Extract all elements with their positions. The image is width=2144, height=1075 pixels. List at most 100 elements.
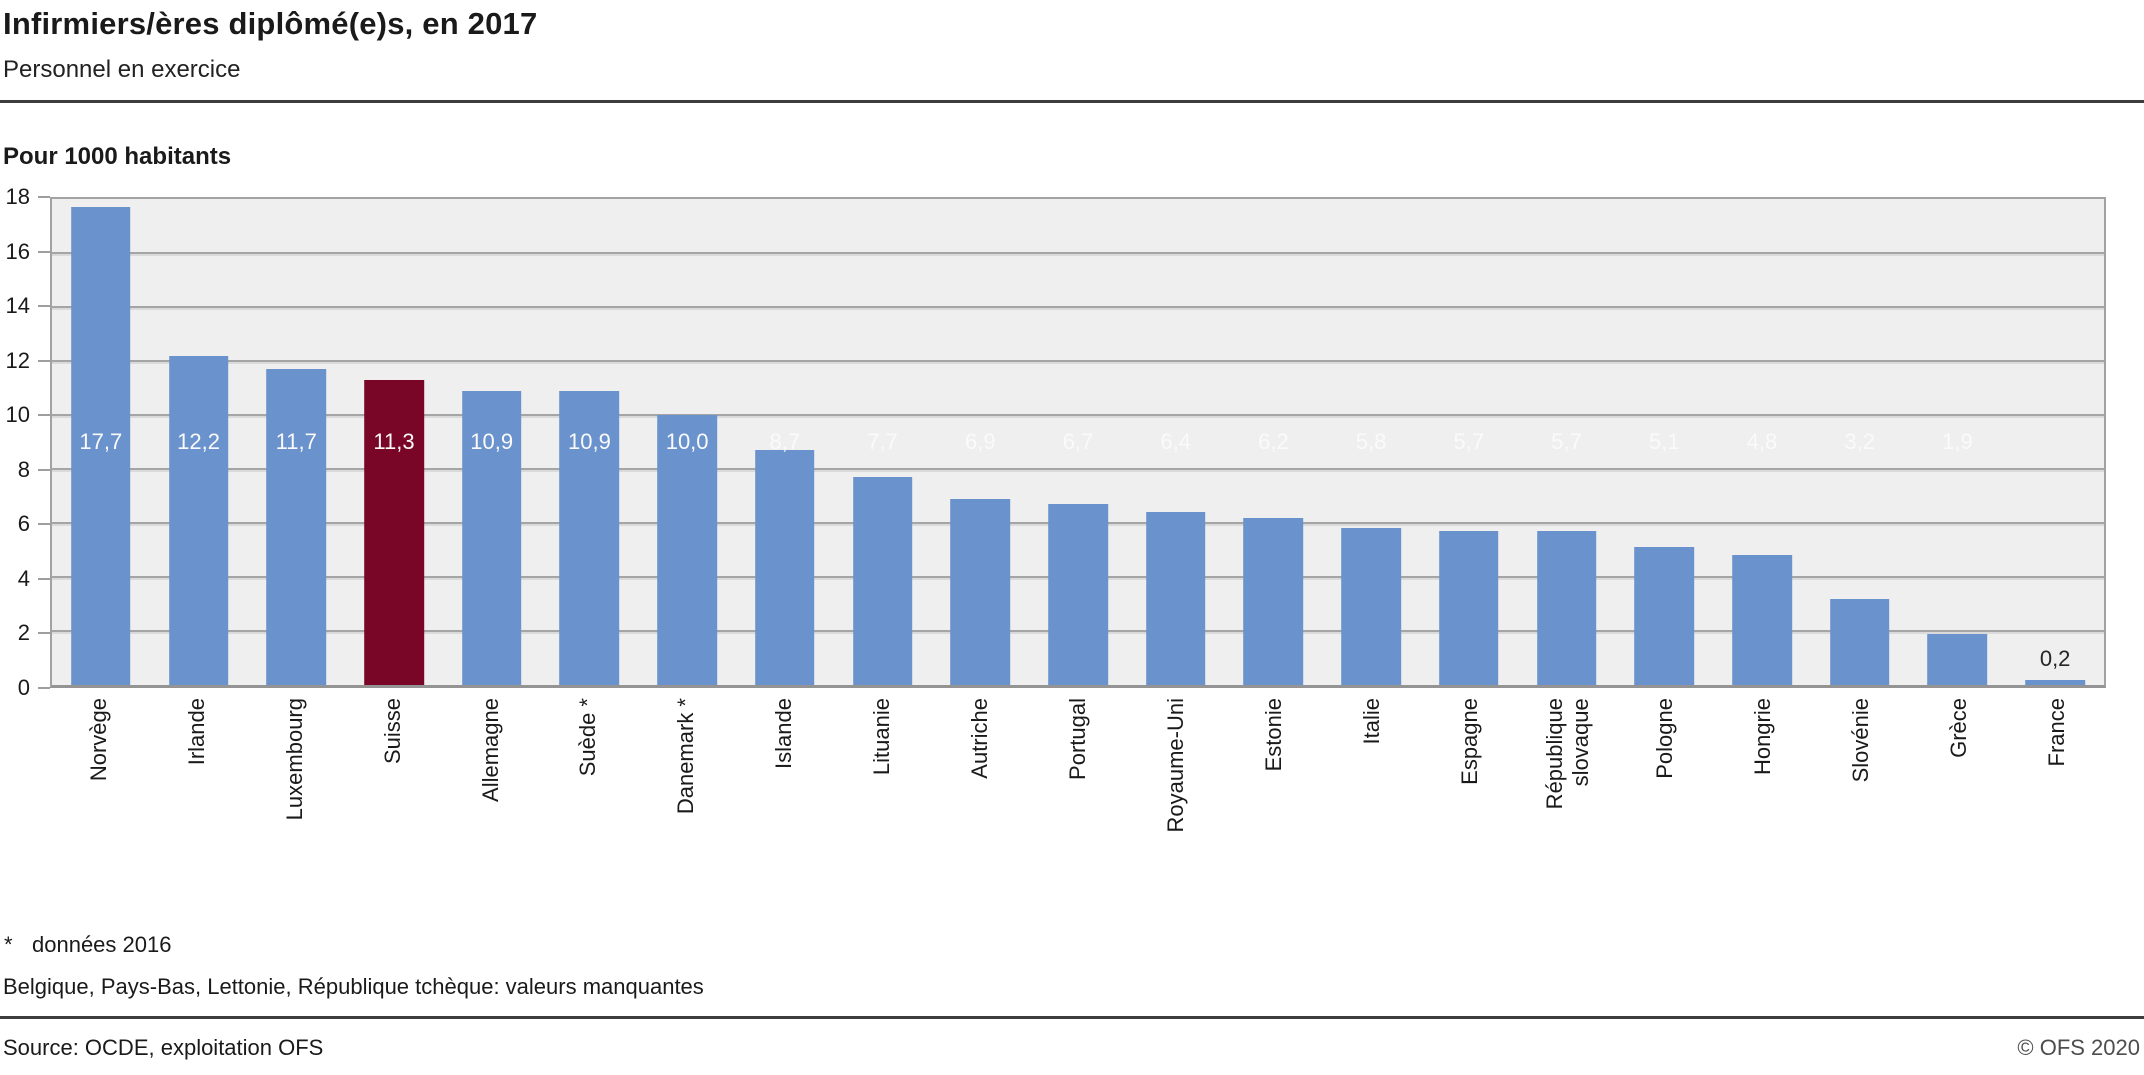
bar-slot: 7,7 [834, 199, 932, 685]
chart-bar [1927, 633, 1988, 685]
bar-value-label: 0,2 [2039, 645, 2071, 671]
x-axis: Norvège Irlande Luxembourg Suisse Allemagne S… [50, 688, 2106, 926]
chart-bar-highlight [364, 379, 424, 685]
chart-bar [950, 498, 1011, 685]
bar-slot: 11,7 [247, 199, 345, 685]
chart-bar [852, 477, 913, 685]
chart-bar [1536, 531, 1597, 685]
chart-bar [461, 390, 522, 685]
y-tick-mark [38, 250, 50, 253]
chart-bar [1732, 555, 1792, 685]
bar-value-label: 6,9 [964, 429, 996, 454]
footer-divider [0, 1016, 2144, 1019]
bar-value-label: 17,7 [79, 429, 123, 454]
y-tick-label: 14 [5, 293, 30, 319]
x-axis-label: Hongrie [1714, 688, 1812, 926]
chart-bar [657, 415, 717, 685]
x-axis-label: Portugal [1029, 688, 1127, 926]
y-tick-mark [38, 632, 50, 635]
y-tick-label: 16 [5, 238, 30, 264]
gridline [52, 252, 2104, 254]
footnote-text-2: Belgique, Pays-Bas, Lettonie, République… [3, 974, 704, 999]
y-tick-label: 10 [5, 402, 30, 428]
x-axis-label-text: Espagne [1456, 698, 1482, 785]
bar-slot: 1,9 [1909, 199, 2007, 685]
x-axis-label: Pologne [1616, 688, 1714, 926]
bar-value-label: 10,9 [470, 429, 514, 454]
chart-bar [1048, 504, 1108, 685]
y-tick-mark [38, 196, 50, 198]
x-axis-label-text: Pologne [1652, 698, 1678, 779]
footnote-text-1: données 2016 [32, 932, 172, 957]
bar-slot: 5,1 [1615, 199, 1713, 685]
bar-value-label: 6,7 [1062, 429, 1094, 454]
chart-bar [1829, 598, 1890, 685]
bar-value-label: 11,3 [373, 429, 415, 454]
x-axis-label-text: Slovénie [1848, 698, 1874, 783]
x-axis-label: Royaume-Uni [1127, 688, 1225, 926]
footnote-marker: * [4, 932, 13, 957]
y-tick-mark [38, 468, 50, 471]
bar-value-label: 10,9 [567, 429, 611, 454]
page-title: Infirmiers/ères diplômé(e)s, en 2017 [3, 6, 538, 41]
bar-slot: 6,4 [1127, 199, 1225, 685]
bar-value-label: 7,7 [867, 429, 898, 454]
x-axis-label-text: Luxembourg [281, 698, 307, 821]
bar-slot: 5,7 [1420, 199, 1518, 685]
x-axis-label-text: Danemark * [673, 698, 699, 815]
bar-slot: 10,9 [443, 199, 541, 685]
x-axis-label: France [2008, 688, 2106, 926]
x-axis-label-text: France [2044, 698, 2070, 767]
x-axis-label-text: Italie [1358, 698, 1384, 745]
gridline [52, 414, 2104, 416]
chart: 0 2 4 6 8 10 12 14 16 18 17,7 12,2 11,7 11,3 10,9 10,9… [0, 186, 2144, 699]
y-tick-mark [38, 359, 50, 362]
bar-value-label: 1,9 [1942, 429, 1973, 454]
chart-bar [559, 390, 620, 685]
x-axis-label: Grèce [1910, 688, 2008, 926]
bar-value-label: 4,8 [1746, 429, 1778, 454]
x-axis-label-text: Hongrie [1750, 698, 1776, 776]
chart-axis-title: Pour 1000 habitants [3, 143, 232, 170]
x-axis-label-text: Suisse [379, 698, 405, 765]
x-axis-label: Suède * [540, 688, 638, 926]
x-axis-label: Danemark * [637, 688, 735, 926]
x-axis-label: Islande [735, 688, 833, 926]
y-axis: 0 2 4 6 8 10 12 14 16 18 [0, 186, 50, 699]
x-axis-label: Autriche [931, 688, 1029, 926]
bar-slot: 10,0 [638, 199, 736, 685]
plot-area: 17,7 12,2 11,7 11,3 10,9 10,9 10,0 8,7 7,7 6,9 6,7… [50, 197, 2106, 688]
header-divider [0, 100, 2144, 103]
x-axis-label-text: Norvège [85, 698, 111, 782]
x-axis-label-text: République slovaque [1541, 698, 1593, 810]
y-tick-mark [38, 414, 50, 417]
x-axis-label: Lituanie [833, 688, 931, 926]
bar-value-label: 10,0 [665, 429, 709, 454]
y-tick-label: 8 [17, 456, 30, 482]
chart-bar [1439, 531, 1499, 685]
y-tick-label: 4 [17, 565, 30, 591]
chart-bar [71, 207, 131, 685]
y-tick-label: 18 [5, 184, 30, 209]
bar-value-label: 5,7 [1453, 429, 1485, 454]
chart-bar [2025, 679, 2085, 685]
bar-value-label: 8,7 [769, 429, 801, 454]
x-axis-label: Suisse [344, 688, 442, 926]
bar-slot: 4,8 [1713, 199, 1811, 685]
bar-slot: 5,8 [1322, 199, 1420, 685]
bar-slot: 3,2 [1811, 199, 1909, 685]
chart-bar [1634, 547, 1695, 685]
chart-bar [755, 450, 815, 685]
bar-slot: 6,2 [1225, 199, 1323, 685]
y-tick-mark [38, 687, 50, 689]
x-axis-label-text: Autriche [967, 698, 993, 779]
y-tick-label: 0 [17, 675, 30, 700]
bar-slot: 12,2 [150, 199, 248, 685]
y-tick-mark [38, 523, 50, 526]
bar-slot: 11,3 [345, 199, 443, 685]
x-axis-label: Irlande [148, 688, 246, 926]
chart-bar [266, 369, 327, 685]
x-axis-label-text: Royaume-Uni [1162, 698, 1188, 833]
y-tick-label: 6 [17, 511, 30, 537]
